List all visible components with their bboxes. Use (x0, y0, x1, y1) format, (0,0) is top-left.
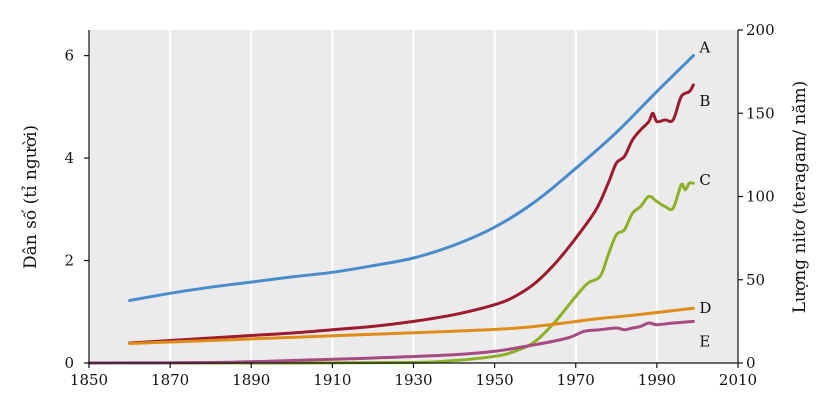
y-axis-left-title: Dân số (tỉ người) (21, 125, 41, 269)
y-right-tick-label: 50 (746, 271, 765, 289)
x-tick-label: 1950 (476, 371, 514, 389)
y-right-tick-label: 100 (746, 188, 775, 206)
series-line-b (128, 83, 695, 345)
series-line-d (128, 306, 695, 345)
series-label-e: E (699, 332, 710, 350)
y-axis-right-title: Lượng nitơ (teragam/ năm) (790, 81, 810, 313)
series-line-c (128, 181, 695, 365)
x-tick-label: 1910 (313, 371, 351, 389)
series-line-e (87, 319, 695, 365)
y-left-tick-label: 0 (64, 354, 74, 372)
x-tick-label: 1990 (638, 371, 676, 389)
series-label-b: B (699, 92, 710, 110)
grid-lines (169, 30, 658, 363)
y-left-tick-label: 6 (64, 47, 74, 65)
y-left-tick-label: 2 (64, 252, 74, 270)
y-right-tick-label: 150 (746, 104, 775, 122)
x-tick-label: 1970 (557, 371, 595, 389)
x-tick-label: 1850 (70, 371, 108, 389)
series-labels: A B C DE (698, 39, 711, 351)
series-label-a: A (698, 39, 710, 57)
series-layer (87, 54, 695, 365)
tick-labels: 1850 1870 1890 1910 1930 1950 1970 1990 20100246… (64, 21, 774, 389)
y-left-tick-label: 4 (64, 149, 74, 167)
series-label-c: C (699, 171, 710, 189)
series-label-d: D (699, 299, 711, 317)
x-tick-label: 1930 (394, 371, 432, 389)
x-tick-label: 1890 (232, 371, 270, 389)
series-line-a (128, 54, 695, 302)
x-tick-label: 2010 (719, 371, 757, 389)
x-tick-label: 1870 (151, 371, 189, 389)
y-right-tick-label: 0 (746, 354, 756, 372)
y-right-tick-label: 200 (746, 21, 775, 39)
axes (84, 29, 743, 368)
